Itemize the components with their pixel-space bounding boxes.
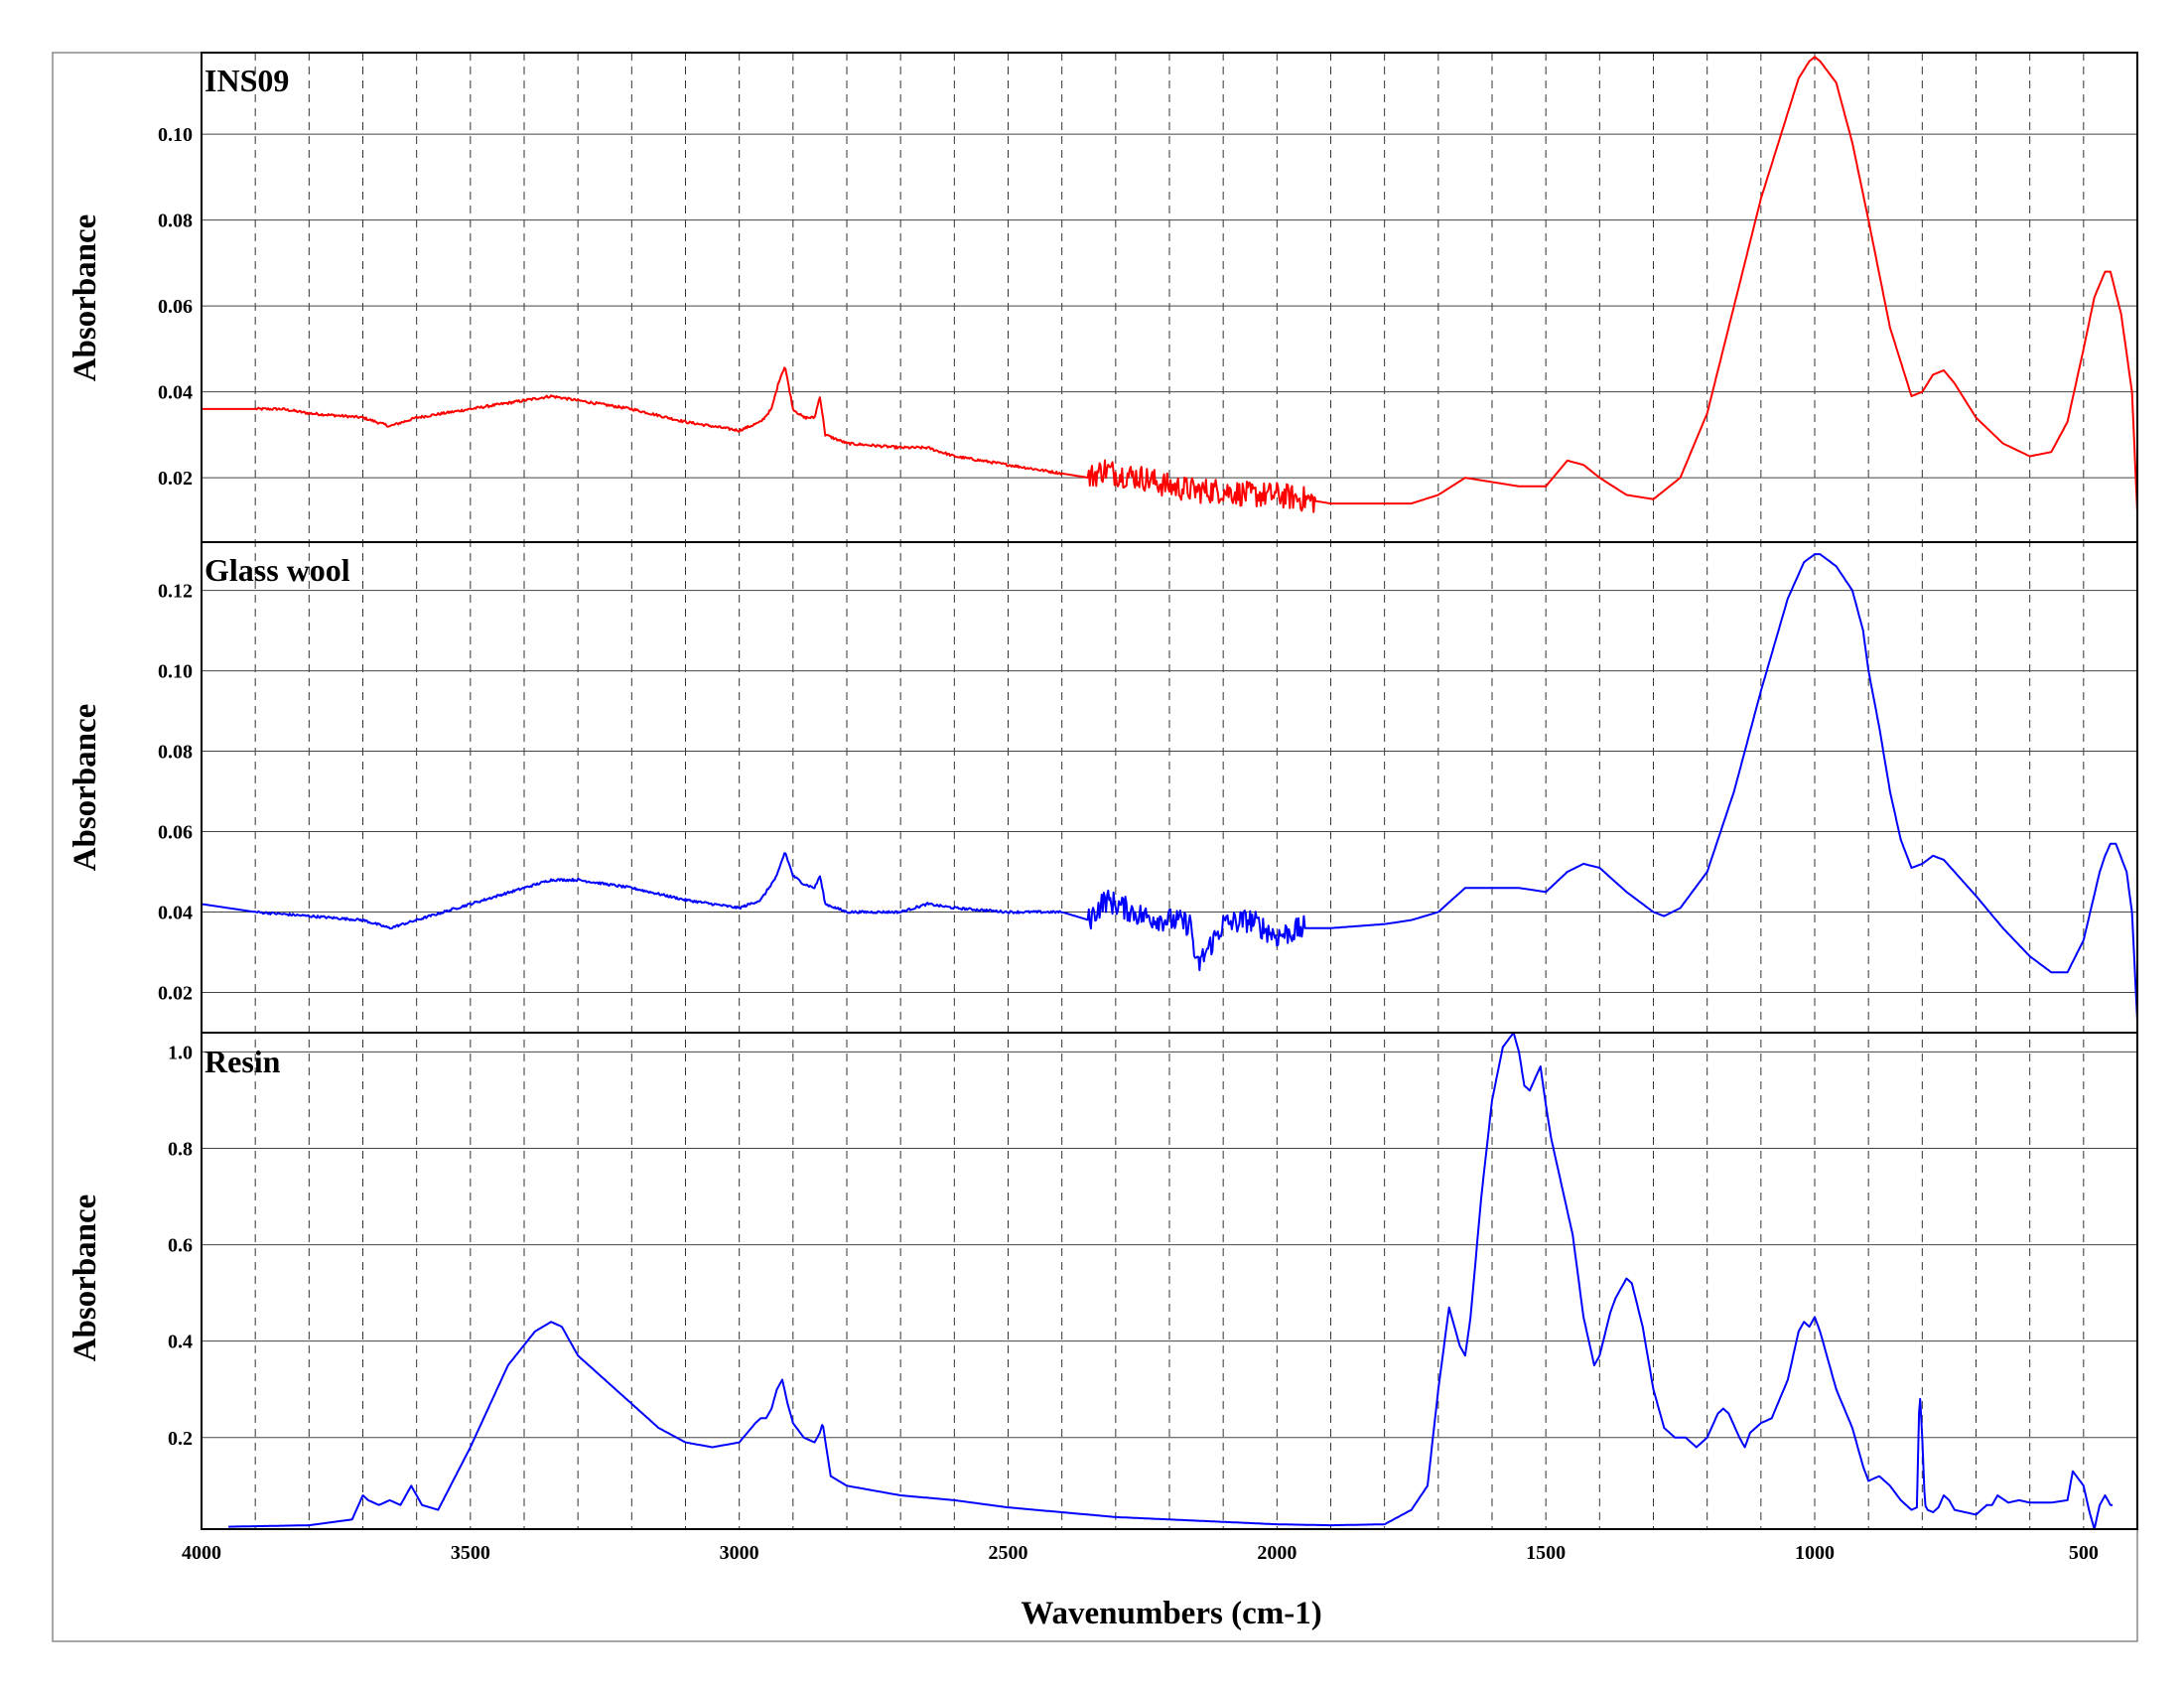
spectrum-line-1 [202,56,2138,513]
y-tick-label: 0.08 [158,211,193,232]
plot-frames [201,52,2138,1530]
spectrum-line-2 [201,553,2138,1021]
y-tick-label: 0.6 [168,1235,193,1257]
x-tick-label: 3000 [720,1542,759,1564]
y-tick-label: 0.4 [168,1332,193,1353]
x-tick-label: 2500 [989,1542,1028,1564]
panel-label-resin: Resin [205,1044,281,1079]
plot-frame-3 [201,1032,2138,1530]
figure-border [52,52,2138,1642]
panel-label-glass-wool: Glass wool [205,552,350,588]
y-tick-label: 0.02 [158,468,193,490]
y-tick-label: 0.02 [158,983,193,1005]
y-tick-label: 0.04 [158,903,193,924]
x-tick-label: 3500 [451,1542,490,1564]
grid [202,53,2137,1529]
y-tick-label: 0.06 [158,822,193,844]
x-tick-label: 4000 [182,1542,221,1564]
panel-label-ins09: INS09 [205,63,289,98]
x-tick-label: 2000 [1257,1542,1297,1564]
x-tick-label: 500 [2069,1542,2099,1564]
y-tick-label: 0.04 [158,382,193,404]
y-axis-label-ins09: Absorbance [68,214,103,382]
x-axis-label: Wavenumbers (cm-1) [1021,1596,1321,1631]
spectrum-line-3 [228,1032,2114,1530]
y-tick-label: 0.12 [158,581,193,603]
y-tick-label: 0.2 [168,1428,193,1450]
y-tick-label: 0.8 [168,1139,193,1161]
y-tick-label: 1.0 [168,1042,193,1063]
y-tick-label: 0.08 [158,742,193,764]
y-tick-label: 0.06 [158,296,193,318]
y-tick-label: 0.10 [158,124,193,146]
x-tick-label: 1000 [1795,1542,1835,1564]
spectra [201,56,2138,1530]
x-tick-label: 1500 [1526,1542,1566,1564]
y-axis-label-resin: Absorbance [68,1195,103,1362]
y-tick-label: 0.10 [158,661,193,683]
y-axis-label-glass-wool: Absorbance [68,704,103,872]
tick-labels: 0.02 0.04 0.06 0.08 0.10 0.02 0.04 0.06 0.08 0.10… [158,124,2099,1564]
